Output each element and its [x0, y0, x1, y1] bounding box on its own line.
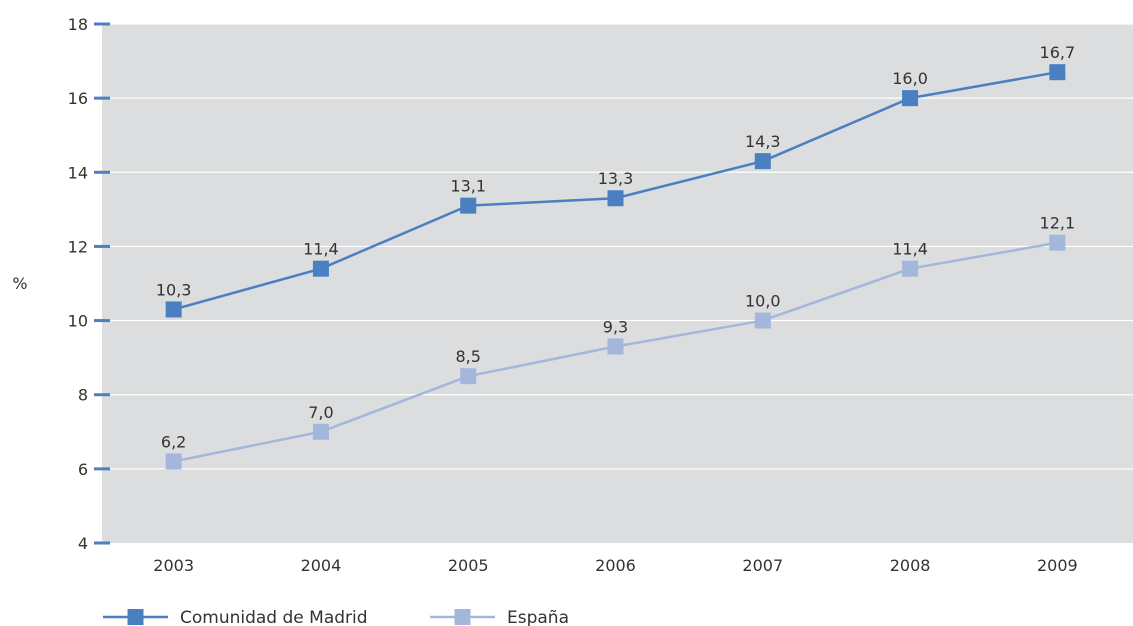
- x-tick-label: 2008: [890, 556, 931, 575]
- data-point-marker: [312, 260, 329, 277]
- data-label: 13,1: [450, 177, 486, 196]
- legend-item: Comunidad de Madrid: [103, 608, 368, 626]
- data-point-marker: [607, 190, 624, 207]
- data-label: 8,5: [455, 347, 480, 366]
- data-label: 10,0: [745, 292, 781, 311]
- data-point-marker: [754, 312, 771, 329]
- y-axis: 4 6 8 10 12 14 16 18: [68, 15, 110, 553]
- x-tick-label: 2005: [448, 556, 489, 575]
- gridlines: [102, 23, 1133, 470]
- data-point-marker: [460, 368, 477, 385]
- legend: Comunidad de Madrid España: [103, 608, 569, 626]
- y-tick-label: 14: [68, 163, 88, 182]
- data-point-marker: [902, 260, 919, 277]
- x-tick-label: 2009: [1037, 556, 1078, 575]
- x-tick-label: 2007: [742, 556, 783, 575]
- y-tick-label: 4: [78, 534, 88, 553]
- y-axis-label: %: [12, 274, 27, 293]
- series-2: 6,2 7,0 8,5 9,3 10,0 11,4 12,1: [161, 214, 1075, 470]
- data-label: 10,3: [156, 280, 192, 299]
- legend-marker: [127, 609, 144, 625]
- data-label: 12,1: [1040, 214, 1076, 233]
- legend-label: Comunidad de Madrid: [180, 608, 368, 626]
- y-tick-label: 16: [68, 89, 88, 108]
- series-group: 10,3 11,4 13,1 13,3 14,3 16,0 16,7 6,2 7,0 8,5 9,3…: [156, 43, 1076, 470]
- data-label: 11,4: [303, 240, 339, 259]
- plot-area: [102, 24, 1133, 543]
- y-tick-label: 6: [78, 460, 88, 479]
- y-tick-label: 10: [68, 312, 88, 331]
- y-tick-label: 8: [78, 386, 88, 405]
- data-label: 11,4: [892, 240, 928, 259]
- data-point-marker: [1049, 64, 1066, 81]
- data-point-marker: [754, 153, 771, 170]
- data-label: 7,0: [308, 403, 333, 422]
- data-point-marker: [902, 90, 919, 107]
- y-tick-label: 18: [68, 15, 88, 34]
- data-point-marker: [607, 338, 624, 355]
- legend-label: España: [507, 608, 569, 626]
- data-point-marker: [460, 197, 477, 214]
- x-tick-label: 2006: [595, 556, 636, 575]
- legend-item: España: [430, 608, 569, 626]
- data-label: 13,3: [598, 169, 634, 188]
- x-tick-label: 2003: [153, 556, 194, 575]
- data-label: 14,3: [745, 132, 781, 151]
- legend-marker: [454, 609, 471, 625]
- data-point-marker: [312, 423, 329, 440]
- x-axis: 2003 2004 2005 2006 2007 2008 2009: [153, 556, 1077, 575]
- data-label: 16,0: [892, 69, 928, 88]
- data-label: 6,2: [161, 432, 186, 451]
- data-point-marker: [1049, 234, 1066, 251]
- series-1: 10,3 11,4 13,1 13,3 14,3 16,0 16,7: [156, 43, 1076, 318]
- data-label: 16,7: [1040, 43, 1076, 62]
- data-point-marker: [165, 453, 182, 470]
- y-tick-label: 12: [68, 237, 88, 256]
- data-point-marker: [165, 301, 182, 318]
- data-label: 9,3: [603, 318, 628, 337]
- x-tick-label: 2004: [301, 556, 342, 575]
